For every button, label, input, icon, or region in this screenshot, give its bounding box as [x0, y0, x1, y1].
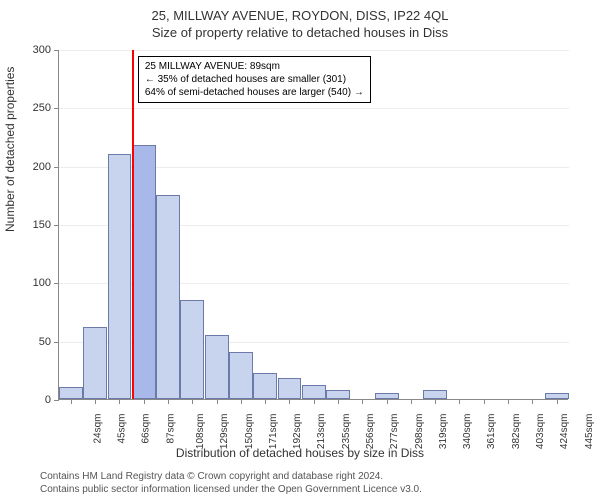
xtick-mark: [217, 399, 218, 404]
xtick-label: 340sqm: [462, 414, 473, 450]
histogram-bar: [302, 385, 326, 399]
annotation-line2: ← 35% of detached houses are smaller (30…: [145, 73, 364, 86]
histogram-bar: [205, 335, 229, 399]
xtick-mark: [362, 399, 363, 404]
title-main: 25, MILLWAY AVENUE, ROYDON, DISS, IP22 4…: [0, 0, 600, 23]
marker-line: [132, 50, 134, 399]
xtick-label: 66sqm: [141, 414, 152, 444]
chart-area: 05010015020025030024sqm45sqm66sqm87sqm10…: [58, 50, 568, 400]
annotation-line3: 64% of semi-detached houses are larger (…: [145, 86, 364, 99]
xtick-mark: [119, 399, 120, 404]
histogram-bar: [229, 352, 253, 399]
xtick-mark: [314, 399, 315, 404]
histogram-bar: [278, 378, 302, 399]
xtick-label: 129sqm: [219, 414, 230, 450]
xtick-label: 361sqm: [487, 414, 498, 450]
plot: 05010015020025030024sqm45sqm66sqm87sqm10…: [58, 50, 568, 400]
histogram-bar: [59, 387, 83, 399]
ytick-label: 200: [21, 161, 51, 173]
ytick-label: 50: [21, 336, 51, 348]
xtick-mark: [387, 399, 388, 404]
xtick-mark: [459, 399, 460, 404]
y-axis-label: Number of detached properties: [3, 67, 17, 232]
xtick-label: 445sqm: [584, 414, 595, 450]
histogram-bar: [108, 154, 132, 399]
x-axis-label: Distribution of detached houses by size …: [0, 446, 600, 460]
histogram-bar: [326, 390, 350, 399]
xtick-mark: [265, 399, 266, 404]
histogram-bar: [132, 145, 156, 399]
ytick-label: 300: [21, 44, 51, 56]
ytick-label: 0: [21, 394, 51, 406]
title-sub: Size of property relative to detached ho…: [0, 23, 600, 40]
xtick-mark: [241, 399, 242, 404]
xtick-label: 319sqm: [438, 414, 449, 450]
xtick-mark: [532, 399, 533, 404]
xtick-mark: [484, 399, 485, 404]
xtick-mark: [435, 399, 436, 404]
xtick-mark: [411, 399, 412, 404]
histogram-bar: [83, 327, 107, 399]
footer: Contains HM Land Registry data © Crown c…: [40, 470, 422, 496]
ytick-label: 150: [21, 219, 51, 231]
xtick-label: 256sqm: [365, 414, 376, 450]
xtick-mark: [71, 399, 72, 404]
xtick-mark: [144, 399, 145, 404]
xtick-mark: [289, 399, 290, 404]
xtick-label: 192sqm: [292, 414, 303, 450]
xtick-label: 45sqm: [117, 414, 128, 444]
gridline: [59, 108, 569, 109]
xtick-label: 235sqm: [341, 414, 352, 450]
xtick-label: 298sqm: [414, 414, 425, 450]
annotation-box: 25 MILLWAY AVENUE: 89sqm← 35% of detache…: [138, 56, 371, 103]
xtick-label: 150sqm: [244, 414, 255, 450]
xtick-mark: [192, 399, 193, 404]
xtick-label: 424sqm: [559, 414, 570, 450]
xtick-mark: [508, 399, 509, 404]
xtick-label: 382sqm: [511, 414, 522, 450]
xtick-label: 277sqm: [389, 414, 400, 450]
xtick-mark: [338, 399, 339, 404]
ytick-mark: [54, 400, 59, 401]
xtick-mark: [95, 399, 96, 404]
footer-line2: Contains public sector information licen…: [40, 483, 422, 496]
xtick-label: 87sqm: [165, 414, 176, 444]
histogram-bar: [253, 373, 277, 399]
footer-line1: Contains HM Land Registry data © Crown c…: [40, 470, 422, 483]
gridline: [59, 50, 569, 51]
xtick-mark: [557, 399, 558, 404]
xtick-label: 108sqm: [195, 414, 206, 450]
histogram-bar: [156, 195, 180, 399]
ytick-label: 250: [21, 102, 51, 114]
xtick-label: 403sqm: [535, 414, 546, 450]
ytick-label: 100: [21, 277, 51, 289]
histogram-bar: [423, 390, 447, 399]
histogram-bar: [180, 300, 204, 399]
xtick-mark: [168, 399, 169, 404]
xtick-label: 171sqm: [268, 414, 279, 450]
xtick-label: 213sqm: [317, 414, 328, 450]
annotation-line1: 25 MILLWAY AVENUE: 89sqm: [145, 60, 364, 73]
xtick-label: 24sqm: [92, 414, 103, 444]
